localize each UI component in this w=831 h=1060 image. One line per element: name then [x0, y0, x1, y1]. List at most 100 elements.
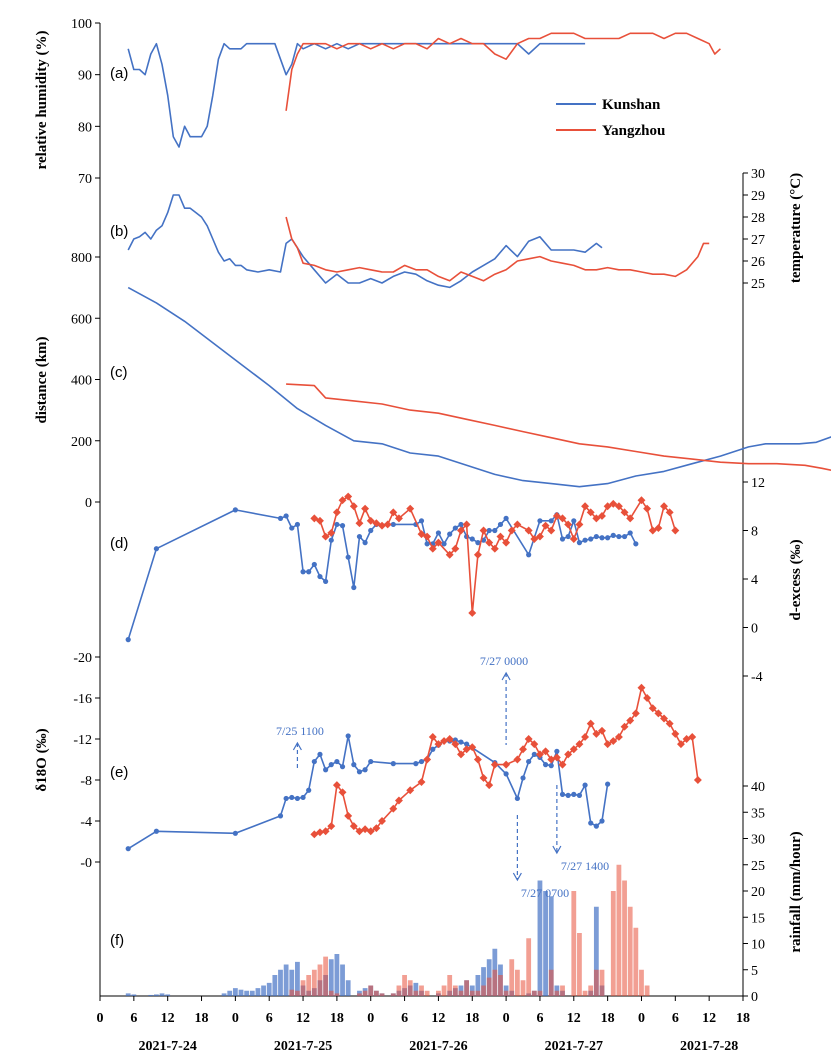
x-date-label: 2021-7-26: [409, 1039, 467, 1054]
rainfall-bar-yangzhou: [407, 980, 413, 996]
marker-d-excess-yangzhou: [332, 508, 341, 517]
x-tick-label: 18: [736, 1011, 750, 1026]
y-tick-label: -8: [80, 774, 92, 789]
rainfall-bar-yangzhou: [323, 956, 329, 996]
marker-δ18O-yangzhou: [502, 760, 511, 769]
x-tick-label: 0: [503, 1011, 510, 1026]
y-tick-label: -4: [751, 670, 763, 685]
rainfall-bar-yangzhou: [644, 985, 650, 996]
rainfall-bar-yangzhou: [616, 864, 622, 996]
marker-d-excess-kunshan: [633, 541, 639, 547]
series-lines-layer: [125, 32, 831, 882]
marker-δ18O-kunshan: [125, 846, 131, 852]
marker-d-excess-kunshan: [351, 584, 357, 591]
marker-d-excess-kunshan: [486, 527, 492, 534]
rainfall-bar-yangzhou: [560, 985, 565, 996]
rainfall-bar-kunshan: [154, 994, 159, 996]
y-tick-label: -0: [80, 856, 92, 871]
series-line-relative humidity-yangzhou: [285, 32, 721, 111]
marker-δ18O-kunshan: [526, 758, 532, 765]
y-tick-label: 100: [71, 17, 92, 32]
marker-d-excess-kunshan: [621, 533, 628, 540]
marker-δ18O-yangzhou: [468, 743, 477, 752]
rainfall-bar-yangzhou: [622, 880, 627, 996]
marker-d-excess-yangzhou: [445, 550, 454, 559]
marker-d-excess-kunshan: [339, 523, 346, 529]
marker-d-excess-kunshan: [593, 533, 599, 540]
marker-δ18O-yangzhou: [417, 778, 426, 787]
marker-d-excess-kunshan: [362, 540, 368, 546]
y-tick-label: 400: [71, 374, 92, 389]
y-tick-label: -20: [73, 651, 92, 666]
marker-d-excess-kunshan: [306, 569, 312, 575]
marker-d-excess-yangzhou: [428, 544, 437, 553]
rainfall-bar-kunshan: [340, 964, 345, 996]
marker-d-excess-yangzhou: [569, 535, 578, 543]
marker-δ18O-kunshan: [345, 733, 351, 739]
y-tick-label: 25: [751, 277, 765, 292]
marker-δ18O-yangzhou: [693, 776, 702, 784]
y-tick-label: 8: [751, 525, 758, 540]
y-tick-label: -4: [80, 815, 92, 830]
marker-δ18O-kunshan: [565, 792, 571, 798]
rainfall-bar-kunshan: [131, 994, 137, 996]
marker-δ18O-kunshan: [548, 763, 554, 769]
marker-d-excess-kunshan: [334, 521, 340, 528]
marker-d-excess-yangzhou: [383, 520, 392, 529]
marker-δ18O-kunshan: [356, 769, 363, 775]
y-tick-label: 80: [78, 120, 92, 135]
marker-d-excess-kunshan: [125, 637, 131, 643]
marker-d-excess-kunshan: [497, 521, 504, 528]
axis-title-distance: distance (km): [34, 336, 50, 423]
rainfall-bar-kunshan: [125, 993, 131, 996]
rainfall-bar-yangzhou: [436, 990, 441, 996]
rainfall-bar-yangzhou: [379, 993, 385, 996]
series-line-temperature-yangzhou: [285, 216, 710, 282]
marker-δ18O-yangzhou: [519, 745, 527, 754]
x-tick-label: 0: [232, 1011, 239, 1026]
y-tick-label: 25: [751, 859, 765, 874]
panel-label: (f): [110, 932, 124, 949]
marker-δ18O-yangzhou: [406, 786, 415, 795]
marker-d-excess-yangzhou: [434, 538, 443, 547]
rainfall-bar-yangzhou: [492, 969, 498, 996]
marker-δ18O-kunshan: [351, 762, 357, 768]
rainfall-bar-yangzhou: [498, 975, 503, 996]
marker-d-excess-yangzhou: [496, 532, 505, 541]
rainfall-bar-yangzhou: [300, 980, 306, 996]
rainfall-bar-yangzhou: [334, 993, 340, 996]
axis-title-d-excess: d-excess (‰): [788, 539, 804, 620]
marker-d-excess-yangzhou: [502, 538, 511, 547]
marker-δ18O-kunshan: [430, 746, 436, 752]
marker-δ18O-yangzhou: [394, 796, 403, 805]
marker-δ18O-kunshan: [588, 820, 594, 826]
marker-d-excess-kunshan: [300, 569, 306, 575]
x-tick-label: 12: [567, 1011, 581, 1026]
marker-δ18O-yangzhou: [490, 760, 499, 769]
marker-δ18O-kunshan: [542, 762, 549, 768]
panel-label: (c): [110, 364, 128, 381]
y-tick-label: 800: [71, 251, 92, 266]
axes-layer: [95, 22, 748, 1001]
marker-δ18O-yangzhou: [479, 773, 488, 782]
marker-d-excess-kunshan: [277, 515, 284, 521]
marker-d-excess-kunshan: [368, 527, 374, 534]
y-tick-label: 0: [751, 990, 758, 1005]
marker-δ18O-kunshan: [605, 781, 611, 787]
marker-d-excess-yangzhou: [417, 530, 426, 539]
y-tick-label: 5: [751, 964, 758, 979]
panel-label: (e): [110, 764, 128, 781]
marker-d-excess-yangzhou: [394, 514, 403, 523]
marker-δ18O-kunshan: [300, 794, 306, 801]
marker-δ18O-kunshan: [582, 782, 588, 788]
marker-δ18O-yangzhou: [485, 781, 494, 790]
marker-d-excess-yangzhou: [671, 526, 680, 535]
marker-δ18O-kunshan: [576, 792, 583, 798]
y-tick-label: 200: [71, 435, 92, 450]
rainfall-bars-layer: [125, 864, 650, 996]
rainfall-bar-yangzhou: [593, 969, 599, 996]
marker-d-excess-kunshan: [548, 518, 554, 524]
marker-d-excess-yangzhou: [406, 504, 415, 513]
rainfall-bar-kunshan: [537, 880, 543, 996]
